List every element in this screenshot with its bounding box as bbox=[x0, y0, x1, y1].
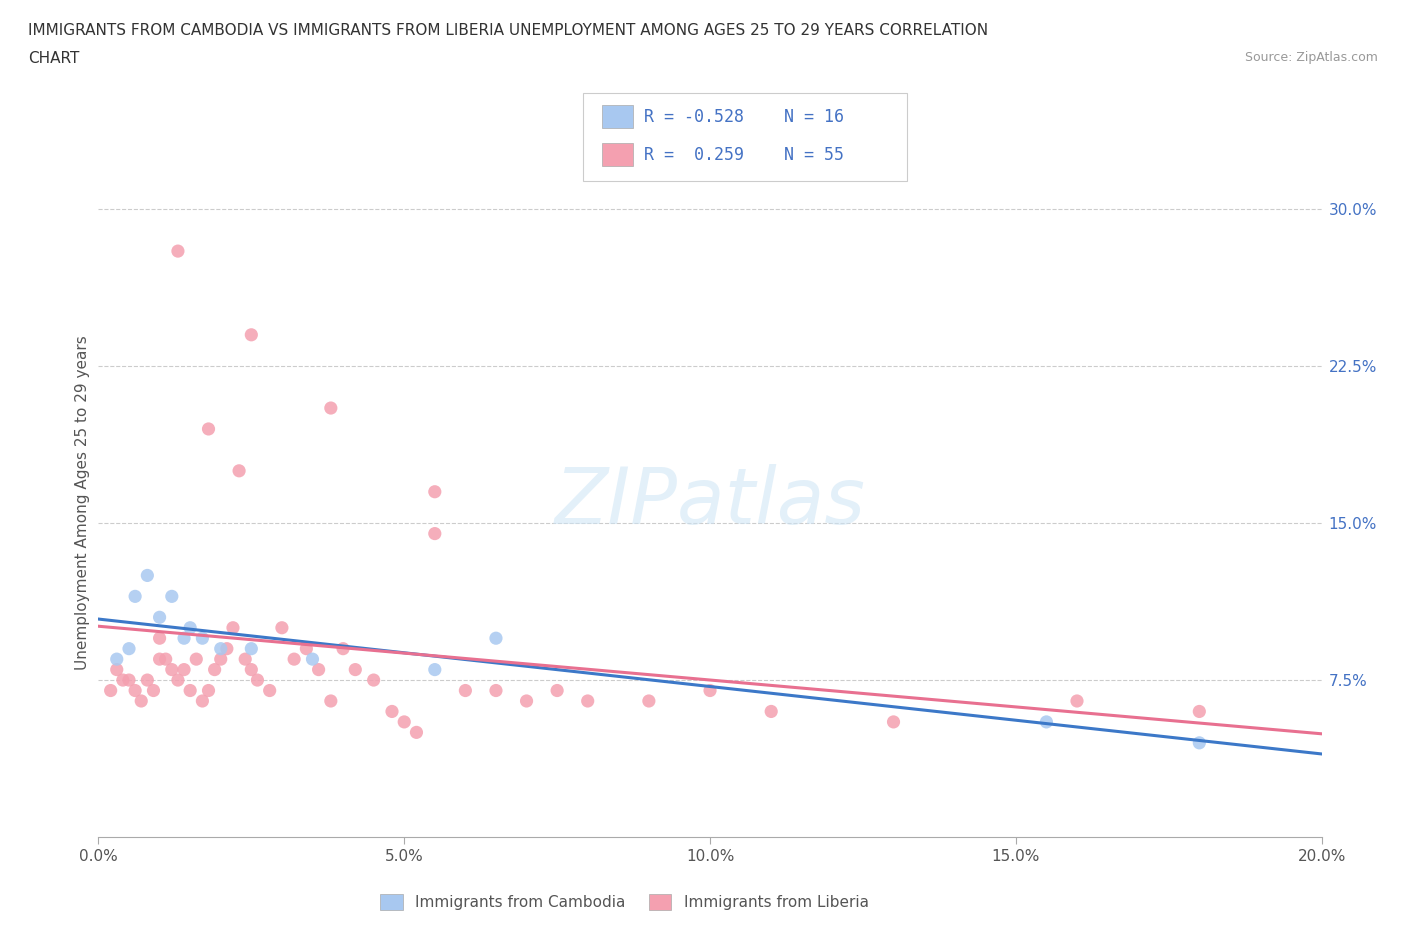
Point bbox=[149, 631, 172, 645]
Point bbox=[149, 610, 172, 625]
Point bbox=[283, 652, 305, 667]
Point bbox=[1188, 704, 1211, 719]
Point bbox=[118, 642, 141, 657]
Text: IMMIGRANTS FROM CAMBODIA VS IMMIGRANTS FROM LIBERIA UNEMPLOYMENT AMONG AGES 25 T: IMMIGRANTS FROM CAMBODIA VS IMMIGRANTS F… bbox=[28, 23, 988, 38]
Point bbox=[197, 421, 219, 436]
Point bbox=[363, 672, 385, 687]
Point bbox=[136, 568, 159, 583]
Point bbox=[179, 620, 201, 635]
Text: CHART: CHART bbox=[28, 51, 80, 66]
Point bbox=[1066, 694, 1088, 709]
Point bbox=[160, 662, 183, 677]
Point bbox=[142, 684, 165, 698]
Point bbox=[1035, 714, 1057, 729]
Point bbox=[209, 642, 232, 657]
Point bbox=[233, 652, 256, 667]
Point bbox=[209, 652, 232, 667]
Point bbox=[246, 672, 269, 687]
Point bbox=[270, 620, 294, 635]
Point bbox=[638, 694, 661, 709]
Point bbox=[423, 485, 446, 499]
Point bbox=[485, 684, 508, 698]
Point bbox=[228, 463, 250, 478]
Point bbox=[423, 662, 446, 677]
Point bbox=[381, 704, 404, 719]
Point bbox=[124, 684, 146, 698]
Y-axis label: Unemployment Among Ages 25 to 29 years: Unemployment Among Ages 25 to 29 years bbox=[75, 335, 90, 670]
Point bbox=[173, 631, 195, 645]
Point bbox=[191, 631, 214, 645]
Point bbox=[100, 684, 122, 698]
Point bbox=[392, 714, 416, 729]
Point bbox=[405, 725, 427, 740]
Point bbox=[167, 244, 190, 259]
Point bbox=[149, 652, 172, 667]
Point bbox=[423, 526, 446, 541]
Point bbox=[204, 662, 226, 677]
Point bbox=[344, 662, 367, 677]
Point bbox=[197, 684, 219, 698]
Point bbox=[111, 672, 134, 687]
Point bbox=[124, 589, 146, 604]
Point bbox=[186, 652, 208, 667]
Point bbox=[222, 620, 245, 635]
Point bbox=[105, 652, 128, 667]
Text: R =  0.259    N = 55: R = 0.259 N = 55 bbox=[644, 146, 844, 164]
Point bbox=[105, 662, 128, 677]
Point bbox=[259, 684, 281, 698]
Point bbox=[576, 694, 599, 709]
Point bbox=[173, 662, 195, 677]
Legend: Immigrants from Cambodia, Immigrants from Liberia: Immigrants from Cambodia, Immigrants fro… bbox=[374, 888, 875, 916]
Point bbox=[454, 684, 477, 698]
Point bbox=[129, 694, 152, 709]
Point bbox=[240, 327, 263, 342]
Text: R = -0.528    N = 16: R = -0.528 N = 16 bbox=[644, 108, 844, 126]
Point bbox=[160, 589, 183, 604]
Point bbox=[883, 714, 905, 729]
Point bbox=[240, 662, 263, 677]
Point bbox=[215, 642, 238, 657]
Point bbox=[761, 704, 783, 719]
Point bbox=[485, 631, 508, 645]
Point bbox=[136, 672, 159, 687]
Point bbox=[179, 684, 201, 698]
Point bbox=[319, 694, 342, 709]
Point bbox=[319, 401, 342, 416]
Point bbox=[118, 672, 141, 687]
Point bbox=[240, 642, 263, 657]
Point bbox=[699, 684, 721, 698]
Point bbox=[516, 694, 538, 709]
Text: Source: ZipAtlas.com: Source: ZipAtlas.com bbox=[1244, 51, 1378, 64]
Point bbox=[332, 642, 354, 657]
Point bbox=[1188, 736, 1211, 751]
Text: ZIPatlas: ZIPatlas bbox=[554, 464, 866, 540]
Point bbox=[167, 672, 190, 687]
Point bbox=[295, 642, 318, 657]
Point bbox=[301, 652, 323, 667]
Point bbox=[191, 694, 214, 709]
Point bbox=[546, 684, 568, 698]
Point bbox=[155, 652, 177, 667]
Point bbox=[308, 662, 330, 677]
